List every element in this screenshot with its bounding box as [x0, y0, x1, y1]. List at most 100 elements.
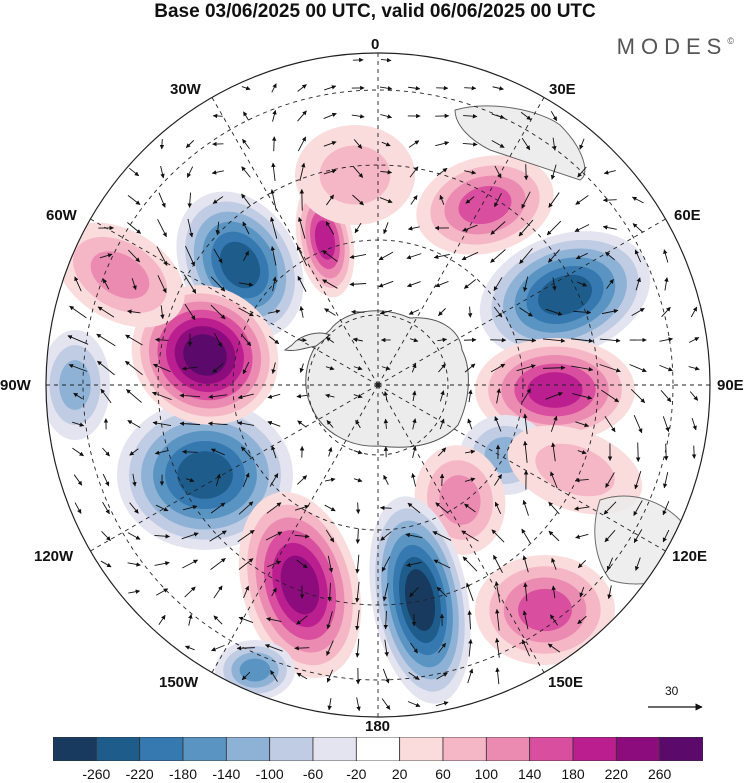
wind-vector-arrow: [160, 305, 165, 320]
wind-vector-arrow: [439, 194, 445, 205]
colorbar-tick-label: -260: [82, 766, 111, 782]
wind-vector-arrow: [129, 502, 139, 514]
wind-vector-arrow: [409, 586, 419, 598]
lon-label-90w: 90W: [0, 377, 31, 394]
wind-vector-arrow: [327, 698, 332, 711]
wind-vector-arrow: [240, 446, 252, 458]
wind-vector-arrow: [155, 504, 169, 512]
wind-vector-arrow: [547, 643, 561, 653]
wind-vector-arrow: [243, 250, 249, 262]
wind-vector-arrow: [213, 248, 223, 264]
wind-vector-arrow: [383, 610, 389, 630]
wind-vector-arrow: [493, 306, 503, 318]
wind-vector-arrow: [324, 477, 336, 482]
colorbar-swatch: [182, 737, 227, 761]
wind-vector-arrow: [188, 613, 193, 626]
colorbar-swatch: [312, 737, 357, 761]
wind-vector-arrow: [210, 558, 226, 570]
wind-vector-arrow: [599, 364, 621, 373]
wind-vector-arrow: [662, 472, 669, 489]
wind-vector-arrow: [127, 309, 141, 314]
wind-vector-arrow: [127, 195, 141, 205]
wind-vector-arrow: [74, 502, 82, 514]
wind-vector-arrow: [603, 501, 617, 515]
wind-vector-arrow: [577, 449, 587, 455]
wind-vector-arrow: [464, 170, 477, 175]
wind-vector-arrow: [494, 416, 502, 432]
wind-vector-arrow: [378, 251, 394, 261]
wind-vector-arrow: [605, 472, 615, 488]
colorbar-tick-label: 260: [647, 766, 672, 782]
wind-vector-arrow: [462, 224, 478, 232]
wind-vector-arrow: [664, 277, 669, 291]
wind-vector-arrow: [186, 166, 194, 178]
wind-vector-arrow: [411, 363, 417, 373]
wind-vector-arrow: [327, 582, 332, 602]
wind-vector-arrow: [462, 556, 478, 572]
wind-vector-arrow: [380, 114, 393, 119]
wind-vector-arrow: [521, 388, 531, 404]
wind-vector-arrow: [550, 111, 558, 122]
wind-vector-arrow: [436, 672, 448, 680]
wind-vector-arrow: [601, 308, 619, 315]
negative-anomaly-contour: [177, 451, 233, 499]
wind-vector-arrow: [326, 611, 333, 630]
wind-vector-arrow: [325, 194, 335, 206]
wind-vector-arrow: [267, 309, 281, 314]
wind-vector-arrow: [437, 642, 447, 654]
positive-anomaly-contour: [518, 588, 572, 632]
wind-vector-arrow: [154, 449, 169, 455]
colorbar-swatch: [659, 737, 703, 761]
wind-vector-arrow: [238, 282, 254, 287]
wind-vector-arrow: [153, 363, 171, 373]
wind-vector-arrow: [437, 337, 448, 343]
wind-vector-arrow: [383, 474, 389, 485]
negative-anomaly-contour: [219, 241, 261, 289]
wind-vector-arrow: [265, 531, 283, 541]
wind-vector-arrow: [272, 109, 277, 122]
latitude-circle: [307, 314, 449, 456]
wind-vector-arrow: [269, 473, 279, 487]
wind-vector-arrow: [549, 614, 559, 626]
wind-vector-arrow: [355, 554, 360, 574]
graticule: [46, 53, 710, 717]
wind-vector-arrow: [603, 170, 616, 175]
wind-vector-arrow: [523, 276, 529, 292]
wind-vector-arrow: [324, 504, 336, 512]
wind-vector-arrow: [659, 337, 673, 342]
wind-vector-arrow: [212, 196, 224, 204]
wind-vector-arrow: [354, 222, 362, 234]
wind-vector-arrow: [635, 442, 641, 462]
wind-vector-arrow: [182, 559, 199, 569]
wind-vector-arrow: [355, 528, 361, 544]
wind-vector-arrow: [241, 85, 251, 91]
lon-label-120e: 120E: [672, 548, 708, 565]
wind-vector-arrow: [296, 393, 308, 399]
wind-vector-arrow: [411, 473, 417, 487]
wind-vector-arrow: [494, 192, 502, 208]
wind-vector-arrow: [522, 610, 529, 630]
wind-vector-arrow: [435, 281, 449, 288]
wind-vector-arrow: [152, 420, 172, 426]
wind-vector-arrow: [154, 534, 171, 539]
wind-vector-arrow: [242, 138, 250, 149]
wind-vector-arrow: [606, 278, 614, 289]
wind-vector-arrow: [572, 393, 593, 400]
wind-vector-arrow: [380, 57, 392, 63]
wind-vector-arrow: [689, 391, 699, 401]
wind-vector-arrow: [551, 557, 557, 570]
lon-label-30w: 30W: [170, 81, 201, 98]
wind-vector-arrow: [577, 559, 587, 569]
negative-anomaly-contour: [404, 569, 436, 631]
wind-vector-arrow: [518, 219, 534, 237]
lon-label-90e: 90E: [717, 377, 744, 394]
wind-vector-arrow: [635, 277, 641, 291]
wind-vector-arrow: [238, 501, 254, 515]
wind-vector-arrow: [100, 560, 112, 568]
wind-vector-arrow: [412, 418, 417, 430]
wind-vector-arrow: [381, 698, 391, 710]
wind-vector-arrow: [215, 221, 220, 235]
wind-vector-arrow: [523, 440, 528, 463]
wind-vector-arrow: [494, 165, 502, 179]
